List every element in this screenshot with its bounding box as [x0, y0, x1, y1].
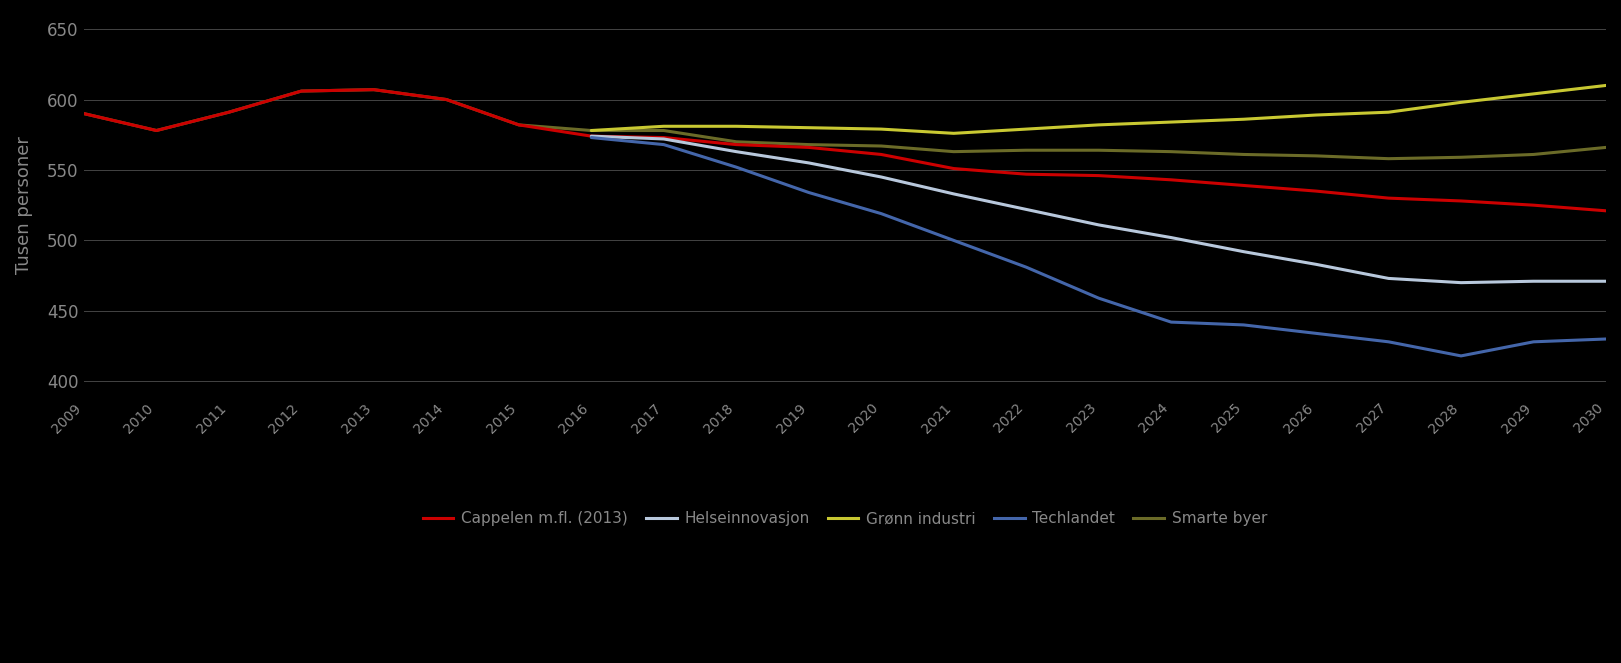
Techlandet	[943, 237, 963, 245]
Smarte byer	[653, 127, 673, 135]
Cappelen m.fl. (2013)	[219, 108, 238, 116]
Smarte byer	[75, 109, 94, 117]
Techlandet	[799, 188, 819, 196]
Grønn industri	[799, 124, 819, 132]
Cappelen m.fl. (2013)	[365, 86, 384, 93]
Helseinnovasjon	[726, 148, 746, 156]
Smarte byer	[1451, 153, 1470, 161]
Smarte byer	[1234, 151, 1253, 158]
Cappelen m.fl. (2013)	[653, 133, 673, 141]
Helseinnovasjon	[1089, 221, 1109, 229]
Helseinnovasjon	[1234, 248, 1253, 256]
Smarte byer	[436, 95, 456, 103]
Smarte byer	[872, 142, 892, 150]
Techlandet	[653, 141, 673, 149]
Grønn industri	[1089, 121, 1109, 129]
Techlandet	[1089, 294, 1109, 302]
Helseinnovasjon	[1379, 274, 1399, 282]
Smarte byer	[799, 141, 819, 149]
Techlandet	[1234, 321, 1253, 329]
Techlandet	[1379, 338, 1399, 346]
Cappelen m.fl. (2013)	[943, 164, 963, 172]
Helseinnovasjon	[1451, 278, 1470, 286]
Helseinnovasjon	[1524, 277, 1543, 285]
Cappelen m.fl. (2013)	[1234, 182, 1253, 190]
Helseinnovasjon	[1016, 206, 1036, 213]
Y-axis label: Tusen personer: Tusen personer	[15, 136, 32, 274]
Helseinnovasjon	[799, 159, 819, 167]
Smarte byer	[582, 127, 601, 135]
Helseinnovasjon	[653, 135, 673, 143]
Smarte byer	[1016, 147, 1036, 154]
Line: Techlandet: Techlandet	[592, 137, 1606, 356]
Helseinnovasjon	[1307, 261, 1326, 269]
Grønn industri	[1379, 108, 1399, 116]
Grønn industri	[943, 129, 963, 137]
Techlandet	[1524, 338, 1543, 346]
Cappelen m.fl. (2013)	[509, 121, 528, 129]
Cappelen m.fl. (2013)	[582, 132, 601, 140]
Cappelen m.fl. (2013)	[146, 127, 165, 135]
Cappelen m.fl. (2013)	[726, 141, 746, 149]
Smarte byer	[219, 108, 238, 116]
Line: Cappelen m.fl. (2013): Cappelen m.fl. (2013)	[84, 90, 1606, 211]
Helseinnovasjon	[1161, 233, 1180, 241]
Legend: Cappelen m.fl. (2013), Helseinnovasjon, Grønn industri, Techlandet, Smarte byer: Cappelen m.fl. (2013), Helseinnovasjon, …	[417, 505, 1272, 532]
Line: Grønn industri: Grønn industri	[592, 86, 1606, 133]
Grønn industri	[1451, 98, 1470, 106]
Grønn industri	[653, 122, 673, 130]
Techlandet	[1016, 263, 1036, 271]
Grønn industri	[1524, 90, 1543, 98]
Techlandet	[1597, 335, 1616, 343]
Cappelen m.fl. (2013)	[436, 95, 456, 103]
Cappelen m.fl. (2013)	[1016, 170, 1036, 178]
Cappelen m.fl. (2013)	[75, 109, 94, 117]
Smarte byer	[292, 87, 311, 95]
Smarte byer	[726, 138, 746, 146]
Techlandet	[726, 163, 746, 171]
Smarte byer	[1307, 152, 1326, 160]
Techlandet	[1451, 352, 1470, 360]
Cappelen m.fl. (2013)	[799, 143, 819, 151]
Techlandet	[582, 133, 601, 141]
Cappelen m.fl. (2013)	[1451, 197, 1470, 205]
Smarte byer	[1379, 154, 1399, 162]
Grønn industri	[726, 122, 746, 130]
Smarte byer	[943, 148, 963, 156]
Grønn industri	[872, 125, 892, 133]
Smarte byer	[365, 86, 384, 93]
Techlandet	[1161, 318, 1180, 326]
Smarte byer	[1597, 143, 1616, 151]
Grønn industri	[1016, 125, 1036, 133]
Cappelen m.fl. (2013)	[1089, 172, 1109, 180]
Cappelen m.fl. (2013)	[1307, 187, 1326, 195]
Cappelen m.fl. (2013)	[1597, 207, 1616, 215]
Smarte byer	[1524, 151, 1543, 158]
Helseinnovasjon	[943, 190, 963, 198]
Cappelen m.fl. (2013)	[1379, 194, 1399, 202]
Grønn industri	[1307, 111, 1326, 119]
Techlandet	[872, 210, 892, 217]
Grønn industri	[1234, 115, 1253, 123]
Cappelen m.fl. (2013)	[292, 87, 311, 95]
Helseinnovasjon	[1597, 277, 1616, 285]
Smarte byer	[1089, 147, 1109, 154]
Techlandet	[1307, 330, 1326, 337]
Grønn industri	[582, 127, 601, 135]
Smarte byer	[509, 121, 528, 129]
Smarte byer	[1161, 148, 1180, 156]
Cappelen m.fl. (2013)	[1161, 176, 1180, 184]
Line: Helseinnovasjon: Helseinnovasjon	[592, 136, 1606, 282]
Helseinnovasjon	[582, 132, 601, 140]
Smarte byer	[146, 127, 165, 135]
Helseinnovasjon	[872, 173, 892, 181]
Cappelen m.fl. (2013)	[872, 151, 892, 158]
Line: Smarte byer: Smarte byer	[84, 90, 1606, 158]
Grønn industri	[1161, 118, 1180, 126]
Grønn industri	[1597, 82, 1616, 90]
Cappelen m.fl. (2013)	[1524, 201, 1543, 209]
